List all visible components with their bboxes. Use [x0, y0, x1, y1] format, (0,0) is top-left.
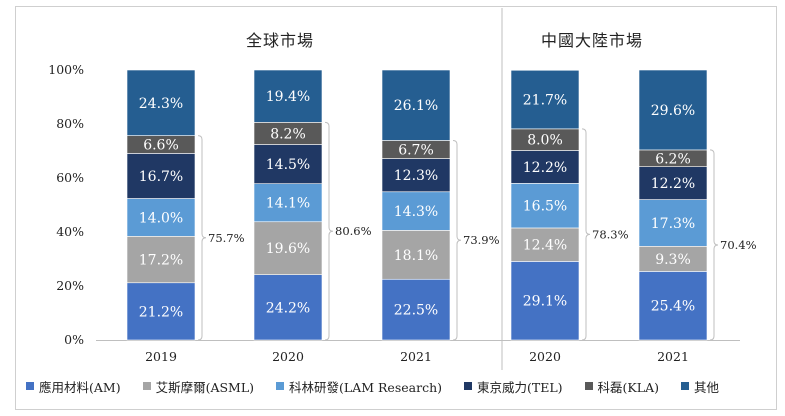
x-tick-label: 2019: [145, 349, 177, 364]
bracket-total-label: 73.9%: [463, 233, 500, 247]
bar-data-label: 17.3%: [651, 216, 695, 232]
legend-swatch: [276, 382, 285, 390]
bar-data-label: 29.6%: [651, 103, 695, 119]
y-tick-label: 0%: [64, 332, 84, 347]
bar-segment: [510, 69, 580, 130]
bar-segment: [381, 158, 451, 193]
bracket-total-label: 70.4%: [720, 238, 757, 252]
legend-swatch: [26, 382, 34, 390]
bracket: [197, 135, 207, 341]
bar-segment: [381, 230, 451, 280]
bar-segment: [126, 69, 196, 136]
legend-label: 艾斯摩爾(ASML): [155, 379, 255, 395]
bar-data-label: 14.1%: [266, 196, 310, 212]
legend-item: 科磊(KLA): [584, 377, 659, 396]
legend-swatch: [680, 382, 689, 390]
bar-data-label: 24.2%: [266, 300, 310, 316]
bracket: [709, 149, 719, 341]
legend-label: 其他: [693, 379, 719, 395]
bar-data-label: 14.5%: [266, 157, 310, 173]
bar-data-label: 14.0%: [139, 210, 183, 226]
y-tick-label: 60%: [56, 170, 84, 185]
bar-data-label: 18.1%: [394, 248, 438, 264]
bar-segment: [126, 236, 196, 284]
bar-segment: [638, 69, 708, 151]
y-tick-label: 80%: [56, 116, 84, 131]
bar-data-label: 12.2%: [651, 176, 695, 192]
bar-segment: [510, 227, 580, 262]
y-tick-label: 100%: [48, 62, 84, 77]
bar-data-label: 6.7%: [398, 143, 434, 159]
bar-data-label: 14.3%: [394, 204, 438, 220]
bar-data-label: 12.2%: [523, 160, 567, 176]
bar-segment: [510, 261, 580, 341]
legend-label: 科林研發(LAM Research): [289, 379, 443, 395]
bar-data-label: 6.2%: [655, 151, 691, 167]
bar-segment: [638, 246, 708, 272]
bar-data-label: 26.1%: [394, 98, 438, 114]
legend-item: 科林研發(LAM Research): [276, 377, 442, 396]
bar-data-label: 24.3%: [139, 96, 183, 112]
bar-segment: [510, 150, 580, 184]
bar-segment: [638, 166, 708, 200]
x-tick-label: 2020: [529, 349, 561, 364]
bar-segment: [126, 198, 196, 237]
bracket-total-label: 78.3%: [592, 227, 629, 241]
bar-data-label: 21.7%: [523, 93, 567, 109]
bar-data-label: 16.5%: [523, 199, 567, 215]
bracket-total-label: 80.6%: [335, 224, 372, 238]
bar-segment: [638, 271, 708, 341]
bar-data-label: 6.6%: [143, 138, 179, 154]
y-tick-label: 40%: [56, 224, 84, 239]
bar-data-label: 21.2%: [139, 304, 183, 320]
bracket: [452, 139, 462, 341]
panel-title-global: 全球市場: [246, 31, 315, 50]
bar-data-label: 25.4%: [651, 299, 695, 315]
bracket-total-label: 75.7%: [208, 231, 245, 245]
bracket: [581, 128, 591, 341]
bar-data-label: 8.0%: [527, 133, 563, 149]
bar-data-label: 12.4%: [523, 238, 567, 254]
legend-item: 應用材料(AM): [26, 377, 121, 396]
bar-segment: [253, 183, 323, 223]
bar-data-label: 22.5%: [394, 303, 438, 319]
legend-item: 東京威力(TEL): [464, 377, 563, 396]
bar-data-label: 12.3%: [394, 168, 438, 184]
bar-segment: [381, 278, 451, 341]
legend-swatch: [584, 382, 593, 390]
legend-label: 應用材料(AM): [39, 379, 121, 395]
x-tick-label: 2021: [657, 349, 689, 364]
legend-item: 艾斯摩爾(ASML): [142, 377, 255, 396]
chart-frame: [15, 6, 777, 410]
y-tick-label: 20%: [56, 278, 84, 293]
bar-segment: [253, 69, 323, 123]
bracket: [324, 121, 334, 341]
bar-data-label: 8.2%: [270, 126, 306, 142]
bar-segment: [381, 69, 451, 141]
bar-data-label: 17.2%: [139, 253, 183, 269]
legend-label: 東京威力(TEL): [477, 379, 563, 395]
legend-label: 科磊(KLA): [597, 379, 659, 395]
bar-data-label: 9.3%: [655, 252, 691, 268]
panel-title-china: 中國大陸市場: [541, 31, 644, 50]
bar-segment: [253, 274, 323, 341]
bar-data-label: 19.4%: [266, 89, 310, 105]
legend-swatch: [464, 382, 473, 390]
legend-item: 其他: [680, 377, 719, 396]
x-tick-label: 2020: [272, 349, 304, 364]
bar-segment: [253, 221, 323, 275]
bar-data-label: 19.6%: [266, 241, 310, 257]
bar-data-label: 29.1%: [523, 294, 567, 310]
bar-segment: [126, 282, 196, 341]
bar-segment: [638, 199, 708, 247]
legend-swatch: [142, 382, 151, 390]
legend: 應用材料(AM) 艾斯摩爾(ASML) 科林研發(LAM Research) 東京威力…: [26, 376, 766, 396]
bar-segment: [126, 153, 196, 199]
bar-data-label: 16.7%: [139, 169, 183, 185]
bar-segment: [381, 191, 451, 231]
x-tick-label: 2021: [400, 349, 432, 364]
bar-segment: [510, 183, 580, 229]
